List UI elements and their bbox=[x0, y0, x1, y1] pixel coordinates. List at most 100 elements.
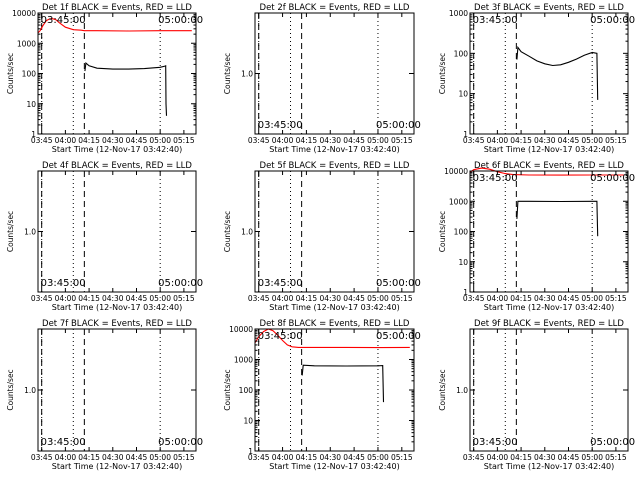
x-tick-label: 04:45 bbox=[558, 453, 580, 462]
y-tick-label: 10 bbox=[243, 417, 253, 426]
x-tick-label: 04:45 bbox=[343, 453, 365, 462]
y-tick-label: 1.0 bbox=[24, 386, 36, 395]
x-tick-label: 04:15 bbox=[296, 136, 318, 145]
x-axis-title: Start Time (12-Nov-17 03:42:40) bbox=[484, 303, 614, 312]
x-tick-label: 04:45 bbox=[126, 453, 148, 462]
x-tick-label: 04:00 bbox=[272, 453, 294, 462]
plot-frame bbox=[469, 328, 629, 452]
x-tick-label: 04:00 bbox=[487, 136, 509, 145]
x-tick-label: 04:15 bbox=[510, 453, 532, 462]
panel-title: Det 5f BLACK = Events, RED = LLD bbox=[260, 161, 410, 171]
start-marker-label: 03:45:00 bbox=[41, 437, 86, 448]
start-marker-label: 03:45:00 bbox=[473, 173, 518, 184]
x-axis-title: Start Time (12-Nov-17 03:42:40) bbox=[52, 303, 182, 312]
y-axis-title: Counts/sec bbox=[6, 211, 15, 252]
x-tick-label: 04:00 bbox=[55, 136, 77, 145]
x-tick-label: 04:15 bbox=[510, 294, 532, 303]
plot-frame bbox=[469, 170, 629, 293]
y-axis-title: Counts/sec bbox=[6, 53, 15, 94]
x-tick-label: 04:15 bbox=[78, 136, 100, 145]
series-events bbox=[516, 45, 599, 100]
x-tick-label: 05:00 bbox=[581, 136, 603, 145]
y-tick-label: 10000 bbox=[229, 325, 253, 334]
x-tick-label: 05:15 bbox=[605, 294, 627, 303]
x-tick-label: 04:30 bbox=[534, 294, 556, 303]
end-marker-label: 05:00:00 bbox=[590, 173, 635, 184]
y-tick-label: 10 bbox=[458, 258, 468, 267]
y-tick-label: 100 bbox=[239, 386, 254, 395]
x-tick-label: 05:00 bbox=[581, 294, 603, 303]
y-tick-label: 100 bbox=[454, 228, 469, 237]
y-tick-label: 1 bbox=[31, 130, 36, 139]
y-tick-label: 10 bbox=[458, 90, 468, 99]
panel-7: Det 7f BLACK = Events, RED = LLD 03:45 04:… bbox=[6, 319, 203, 471]
series-events bbox=[301, 364, 385, 403]
x-tick-label: 04:45 bbox=[126, 294, 148, 303]
y-axis-title: Counts/sec bbox=[438, 53, 447, 94]
x-axis-title: Start Time (12-Nov-17 03:42:40) bbox=[269, 145, 399, 154]
x-tick-label: 03:45 bbox=[31, 453, 53, 462]
y-tick-label: 1 bbox=[463, 288, 468, 297]
x-tick-label: 04:45 bbox=[126, 136, 148, 145]
x-tick-label: 04:30 bbox=[534, 453, 556, 462]
series-events bbox=[516, 200, 599, 237]
start-marker-label: 03:45:00 bbox=[258, 120, 303, 131]
series-lld bbox=[254, 328, 410, 349]
x-tick-label: 05:00 bbox=[149, 453, 171, 462]
y-tick-label: 1.0 bbox=[24, 228, 36, 237]
x-tick-label: 04:00 bbox=[487, 294, 509, 303]
end-marker-label: 05:00:00 bbox=[376, 278, 421, 289]
x-tick-label: 04:45 bbox=[558, 294, 580, 303]
x-axis-title: Start Time (12-Nov-17 03:42:40) bbox=[484, 462, 614, 471]
x-tick-label: 05:15 bbox=[605, 136, 627, 145]
x-tick-label: 04:30 bbox=[102, 136, 124, 145]
x-tick-label: 04:30 bbox=[319, 453, 341, 462]
x-tick-label: 04:30 bbox=[319, 136, 341, 145]
x-tick-label: 04:45 bbox=[558, 136, 580, 145]
end-marker-label: 05:00:00 bbox=[158, 15, 203, 26]
panel-title: Det 8f BLACK = Events, RED = LLD bbox=[260, 319, 410, 329]
panel-title: Det 3f BLACK = Events, RED = LLD bbox=[474, 3, 624, 13]
x-tick-label: 05:00 bbox=[367, 294, 389, 303]
plot-frame bbox=[254, 170, 415, 293]
x-tick-label: 04:15 bbox=[510, 136, 532, 145]
x-axis-title: Start Time (12-Nov-17 03:42:40) bbox=[269, 303, 399, 312]
start-marker-label: 03:45:00 bbox=[41, 278, 86, 289]
x-axis-title: Start Time (12-Nov-17 03:42:40) bbox=[52, 462, 182, 471]
y-tick-label: 1.0 bbox=[241, 228, 253, 237]
x-tick-label: 05:15 bbox=[605, 453, 627, 462]
end-marker-label: 05:00:00 bbox=[376, 331, 421, 342]
x-tick-label: 05:00 bbox=[149, 294, 171, 303]
end-marker-label: 05:00:00 bbox=[590, 15, 635, 26]
start-marker-label: 03:45:00 bbox=[258, 278, 303, 289]
x-tick-label: 05:00 bbox=[367, 453, 389, 462]
y-axis-title: Counts/sec bbox=[223, 53, 232, 94]
x-axis-title: Start Time (12-Nov-17 03:42:40) bbox=[484, 145, 614, 154]
x-tick-label: 04:00 bbox=[487, 453, 509, 462]
series-lld bbox=[37, 18, 192, 34]
x-tick-label: 04:45 bbox=[343, 294, 365, 303]
x-tick-label: 05:15 bbox=[391, 136, 413, 145]
x-tick-label: 04:00 bbox=[272, 294, 294, 303]
start-marker-label: 03:45:00 bbox=[41, 15, 86, 26]
x-tick-label: 05:15 bbox=[391, 453, 413, 462]
plot-frame bbox=[469, 12, 629, 135]
x-tick-label: 04:30 bbox=[102, 453, 124, 462]
y-tick-label: 1.0 bbox=[241, 70, 253, 79]
x-tick-label: 05:15 bbox=[173, 294, 195, 303]
x-tick-label: 03:45 bbox=[31, 136, 53, 145]
y-tick-label: 1000 bbox=[449, 197, 468, 206]
end-marker-label: 05:00:00 bbox=[158, 278, 203, 289]
end-marker-label: 05:00:00 bbox=[158, 437, 203, 448]
x-tick-label: 04:15 bbox=[78, 453, 100, 462]
x-axis-title: Start Time (12-Nov-17 03:42:40) bbox=[269, 462, 399, 471]
plot-frame bbox=[37, 328, 197, 452]
y-axis-title: Counts/sec bbox=[438, 211, 447, 252]
panel-title: Det 7f BLACK = Events, RED = LLD bbox=[42, 319, 192, 329]
x-tick-label: 05:15 bbox=[391, 294, 413, 303]
